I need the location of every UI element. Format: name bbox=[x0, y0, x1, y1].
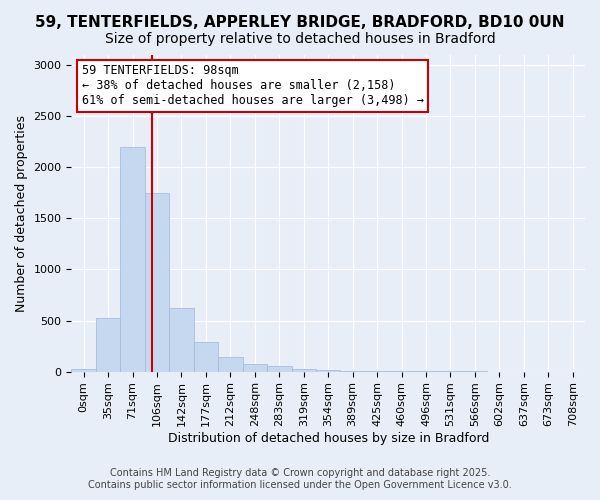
Bar bbox=[96, 318, 121, 372]
Bar bbox=[292, 368, 316, 372]
Bar bbox=[316, 370, 340, 372]
X-axis label: Distribution of detached houses by size in Bradford: Distribution of detached houses by size … bbox=[167, 432, 489, 445]
Bar bbox=[340, 371, 365, 372]
Bar bbox=[121, 147, 145, 372]
Text: 59, TENTERFIELDS, APPERLEY BRIDGE, BRADFORD, BD10 0UN: 59, TENTERFIELDS, APPERLEY BRIDGE, BRADF… bbox=[35, 15, 565, 30]
Bar bbox=[71, 368, 96, 372]
Text: 59 TENTERFIELDS: 98sqm
← 38% of detached houses are smaller (2,158)
61% of semi-: 59 TENTERFIELDS: 98sqm ← 38% of detached… bbox=[82, 64, 424, 108]
Bar bbox=[267, 366, 292, 372]
Y-axis label: Number of detached properties: Number of detached properties bbox=[15, 115, 28, 312]
Text: Contains HM Land Registry data © Crown copyright and database right 2025.
Contai: Contains HM Land Registry data © Crown c… bbox=[88, 468, 512, 490]
Bar bbox=[194, 342, 218, 372]
Bar bbox=[218, 358, 242, 372]
Bar bbox=[145, 193, 169, 372]
Bar bbox=[365, 371, 389, 372]
Bar bbox=[242, 364, 267, 372]
Bar bbox=[169, 308, 194, 372]
Text: Size of property relative to detached houses in Bradford: Size of property relative to detached ho… bbox=[104, 32, 496, 46]
